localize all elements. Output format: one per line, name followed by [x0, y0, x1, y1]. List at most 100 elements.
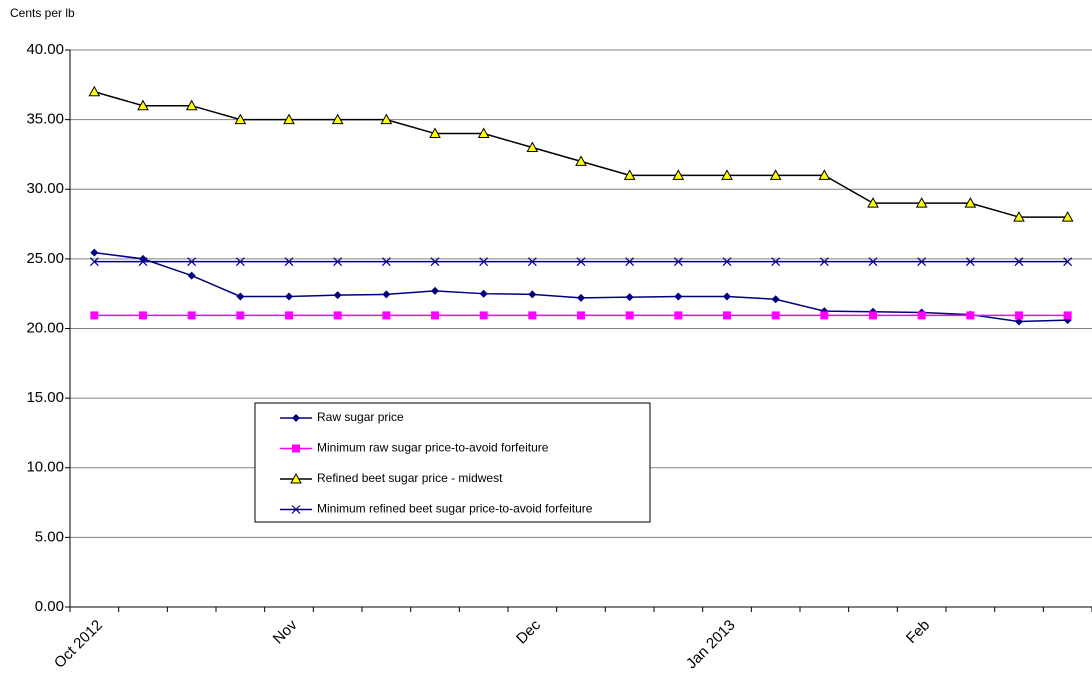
point: [526, 141, 539, 152]
point: [382, 290, 391, 299]
point: [479, 311, 488, 320]
point: [1015, 311, 1023, 320]
point: [187, 257, 197, 267]
point: [88, 85, 101, 97]
point: [90, 248, 99, 257]
legend-label: Minimum raw sugar price-to-avoid forfeit…: [317, 441, 549, 455]
point: [479, 289, 488, 298]
point: [625, 311, 634, 320]
y-tick-label: 30.00: [26, 180, 64, 197]
point: [527, 257, 537, 267]
legend-box: [254, 402, 651, 523]
point: [1061, 211, 1074, 222]
point: [236, 292, 245, 301]
point: [577, 293, 585, 302]
point: [429, 127, 441, 139]
point: [430, 257, 440, 267]
point: [577, 311, 585, 320]
point: [723, 311, 731, 320]
x-tick-label: Jan 2013: [683, 617, 739, 673]
point: [1013, 211, 1025, 222]
point: [673, 257, 683, 267]
point: [1063, 311, 1072, 320]
legend-marker: [292, 444, 300, 453]
point: [623, 169, 636, 180]
point: [90, 311, 99, 320]
legend-marker: [291, 505, 301, 514]
point: [869, 311, 877, 320]
point: [721, 169, 733, 180]
point: [382, 311, 391, 320]
legend-marker: [292, 414, 300, 422]
point: [819, 257, 829, 267]
legend-label: Raw sugar price: [317, 410, 404, 424]
point: [722, 257, 732, 267]
point: [236, 311, 245, 320]
point: [575, 155, 587, 166]
point: [771, 311, 780, 320]
point: [674, 292, 683, 301]
legend-label: Minimum refined beet sugar price-to-avoi…: [317, 502, 593, 516]
point: [138, 257, 148, 267]
point: [771, 295, 780, 304]
point: [625, 257, 635, 267]
point: [285, 311, 293, 320]
point: [331, 113, 344, 125]
legend-label: Refined beet sugar price - midwest: [317, 471, 503, 485]
point: [137, 99, 149, 111]
x-tick-label: Nov: [270, 616, 301, 647]
point: [528, 311, 537, 320]
point: [867, 197, 879, 208]
point: [769, 169, 782, 180]
point: [431, 311, 439, 320]
point: [284, 257, 294, 267]
point: [139, 254, 147, 263]
y-tick-label: 5.00: [35, 528, 64, 545]
x-tick-label: Feb: [903, 617, 933, 647]
point: [966, 311, 975, 320]
point: [234, 113, 247, 125]
point: [964, 197, 977, 208]
point: [479, 257, 489, 267]
point: [187, 271, 196, 280]
point: [283, 113, 295, 125]
legend: Raw sugar price Minimum raw sugar price-t…: [254, 402, 651, 523]
point: [771, 257, 781, 267]
point: [917, 311, 926, 320]
point: [431, 286, 439, 295]
point: [528, 290, 537, 299]
y-tick-label: 20.00: [26, 319, 64, 336]
point: [625, 293, 634, 302]
point: [381, 257, 391, 267]
y-tick-label: 10.00: [26, 459, 64, 476]
y-tick-label: 25.00: [26, 250, 64, 267]
point: [1014, 257, 1024, 267]
point: [820, 311, 829, 320]
point: [818, 169, 831, 180]
point: [1063, 257, 1073, 267]
point: [723, 292, 731, 301]
point: [965, 257, 975, 267]
y-tick-label: 15.00: [26, 389, 64, 406]
point: [674, 311, 683, 320]
point: [187, 311, 196, 320]
point: [1015, 317, 1023, 326]
point: [477, 127, 490, 139]
point: [185, 99, 198, 111]
point: [333, 257, 343, 267]
point: [576, 257, 586, 267]
point: [285, 292, 293, 301]
point: [333, 291, 342, 300]
point: [672, 169, 685, 180]
y-axis-label: Cents per lb: [10, 6, 75, 20]
y-tick-label: 0.00: [35, 598, 64, 615]
y-tick-label: 35.00: [26, 111, 64, 128]
point: [380, 113, 393, 125]
legend-marker: [290, 472, 302, 484]
point: [917, 257, 927, 267]
y-tick-label: 40.00: [26, 41, 64, 58]
point: [139, 311, 147, 320]
point: [868, 257, 878, 267]
